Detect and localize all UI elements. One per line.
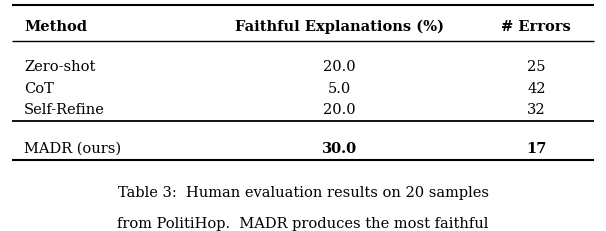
Text: from PolitiHop.  MADR produces the most faithful: from PolitiHop. MADR produces the most f… bbox=[118, 216, 488, 230]
Text: CoT: CoT bbox=[24, 82, 54, 96]
Text: Faithful Explanations (%): Faithful Explanations (%) bbox=[235, 20, 444, 34]
Text: 5.0: 5.0 bbox=[328, 82, 351, 96]
Text: # Errors: # Errors bbox=[501, 20, 571, 33]
Text: MADR (ours): MADR (ours) bbox=[24, 141, 121, 155]
Text: 20.0: 20.0 bbox=[323, 103, 356, 117]
Text: 25: 25 bbox=[527, 60, 545, 74]
Text: Method: Method bbox=[24, 20, 87, 33]
Text: Self-Refine: Self-Refine bbox=[24, 103, 105, 117]
Text: 17: 17 bbox=[526, 141, 547, 155]
Text: 42: 42 bbox=[527, 82, 545, 96]
Text: Zero-shot: Zero-shot bbox=[24, 60, 96, 74]
Text: 20.0: 20.0 bbox=[323, 60, 356, 74]
Text: 32: 32 bbox=[527, 103, 545, 117]
Text: 30.0: 30.0 bbox=[322, 141, 357, 155]
Text: Table 3:  Human evaluation results on 20 samples: Table 3: Human evaluation results on 20 … bbox=[118, 185, 488, 199]
